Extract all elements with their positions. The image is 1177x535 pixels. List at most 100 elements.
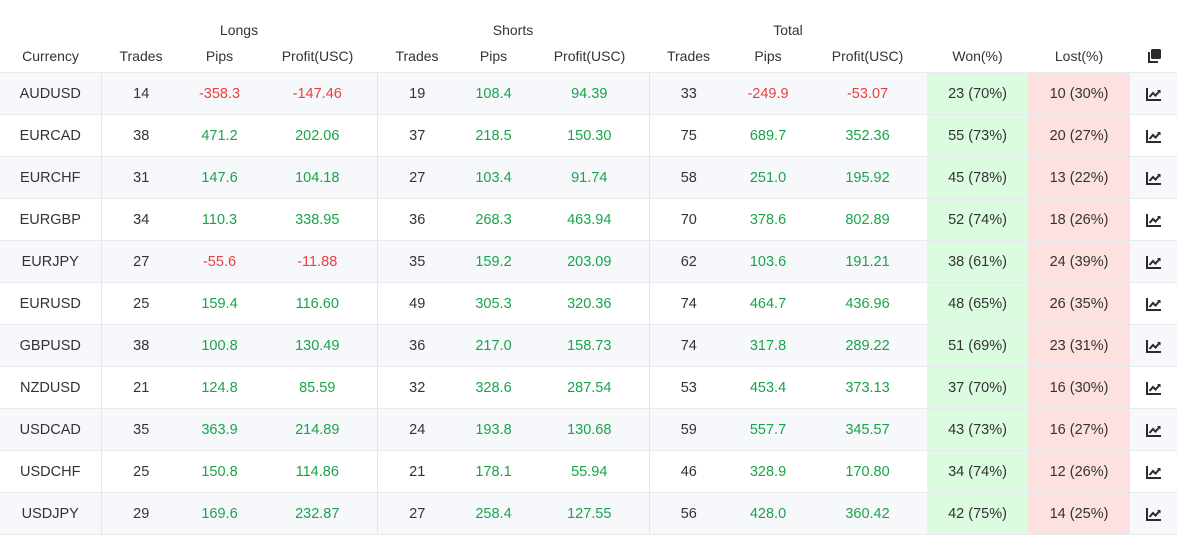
cell-shorts-profit: 203.09 — [530, 240, 650, 283]
cell-shorts-trades: 49 — [376, 282, 457, 325]
cell-total-pips: 453.4 — [728, 366, 809, 409]
table-row: NZDUSD 21 124.8 85.59 32 328.6 287.54 53 453.4 37… — [0, 366, 1177, 409]
chart-line-icon[interactable] — [1130, 198, 1177, 241]
cell-longs-pips: 110.3 — [181, 198, 258, 241]
cell-total-trades: 46 — [648, 450, 729, 493]
cell-lost: 23 (31%) — [1028, 324, 1131, 367]
cell-shorts-pips: 268.3 — [457, 198, 530, 241]
cell-currency: EURJPY — [0, 240, 101, 283]
cell-total-profit: 289.22 — [808, 324, 928, 367]
cell-longs-pips: 363.9 — [181, 408, 258, 451]
table-row: GBPUSD 38 100.8 130.49 36 217.0 158.73 74 317.8 2… — [0, 324, 1177, 367]
cell-longs-pips: 159.4 — [181, 282, 258, 325]
cell-shorts-trades: 37 — [376, 114, 457, 157]
cell-total-trades: 53 — [648, 366, 729, 409]
cell-shorts-trades: 19 — [376, 72, 457, 115]
cell-longs-trades: 25 — [100, 282, 181, 325]
col-longs-trades[interactable]: Trades — [119, 48, 163, 64]
copy-icon[interactable] — [1130, 40, 1177, 73]
cell-shorts-trades: 32 — [376, 366, 457, 409]
chart-line-icon[interactable] — [1130, 324, 1177, 367]
cell-total-pips: -249.9 — [728, 72, 809, 115]
column-header-row: Currency Trades Pips Profit(USC) Trades … — [0, 40, 1177, 73]
chart-line-icon[interactable] — [1130, 366, 1177, 409]
cell-won: 45 (78%) — [927, 156, 1029, 199]
col-total-pips[interactable]: Pips — [754, 48, 782, 64]
chart-line-icon[interactable] — [1130, 156, 1177, 199]
cell-shorts-pips: 159.2 — [457, 240, 530, 283]
cell-won: 37 (70%) — [927, 366, 1029, 409]
cell-won: 48 (65%) — [927, 282, 1029, 325]
cell-won: 43 (73%) — [927, 408, 1029, 451]
group-longs: Longs — [219, 22, 259, 38]
cell-lost: 16 (30%) — [1028, 366, 1131, 409]
cell-longs-profit: 130.49 — [258, 324, 377, 367]
group-shorts: Shorts — [492, 22, 534, 38]
cell-total-profit: 373.13 — [808, 366, 928, 409]
cell-total-profit: 345.57 — [808, 408, 928, 451]
chart-line-icon[interactable] — [1130, 282, 1177, 325]
cell-shorts-profit: 55.94 — [530, 450, 650, 493]
cell-longs-trades: 25 — [100, 450, 181, 493]
cell-currency: USDCHF — [0, 450, 101, 493]
col-longs-profit[interactable]: Profit(USC) — [281, 48, 354, 64]
cell-shorts-trades: 36 — [376, 198, 457, 241]
cell-total-pips: 689.7 — [728, 114, 809, 157]
cell-currency: AUDUSD — [0, 72, 101, 115]
table-row: USDJPY 29 169.6 232.87 27 258.4 127.55 56 428.0 3… — [0, 492, 1177, 535]
col-won[interactable]: Won(%) — [952, 48, 1003, 64]
cell-total-profit: 195.92 — [808, 156, 928, 199]
chart-line-icon[interactable] — [1130, 72, 1177, 115]
col-total-trades[interactable]: Trades — [666, 48, 711, 64]
group-total: Total — [773, 22, 803, 38]
table-row: USDCHF 25 150.8 114.86 21 178.1 55.94 46 328.9 17… — [0, 450, 1177, 493]
table-row: EURUSD 25 159.4 116.60 49 305.3 320.36 74 464.7 4… — [0, 282, 1177, 325]
cell-shorts-pips: 193.8 — [457, 408, 530, 451]
chart-line-icon[interactable] — [1130, 450, 1177, 493]
cell-shorts-profit: 463.94 — [530, 198, 650, 241]
col-lost[interactable]: Lost(%) — [1054, 48, 1104, 64]
chart-line-icon[interactable] — [1130, 114, 1177, 157]
cell-currency: EURCHF — [0, 156, 101, 199]
cell-total-pips: 428.0 — [728, 492, 809, 535]
cell-currency: EURCAD — [0, 114, 101, 157]
chart-line-icon[interactable] — [1130, 240, 1177, 283]
cell-shorts-pips: 103.4 — [457, 156, 530, 199]
col-total-profit[interactable]: Profit(USC) — [831, 48, 904, 64]
cell-currency: EURUSD — [0, 282, 101, 325]
table-row: USDCAD 35 363.9 214.89 24 193.8 130.68 59 557.7 3… — [0, 408, 1177, 451]
col-currency[interactable]: Currency — [22, 48, 79, 64]
col-longs-pips[interactable]: Pips — [205, 48, 234, 64]
cell-total-profit: 191.21 — [808, 240, 928, 283]
col-shorts-profit[interactable]: Profit(USC) — [553, 48, 626, 64]
cell-shorts-pips: 178.1 — [457, 450, 530, 493]
cell-longs-trades: 35 — [100, 408, 181, 451]
cell-total-pips: 103.6 — [728, 240, 809, 283]
cell-currency: USDJPY — [0, 492, 101, 535]
cell-won: 34 (74%) — [927, 450, 1029, 493]
cell-longs-pips: 169.6 — [181, 492, 258, 535]
cell-shorts-pips: 108.4 — [457, 72, 530, 115]
cell-won: 23 (70%) — [927, 72, 1029, 115]
cell-lost: 24 (39%) — [1028, 240, 1131, 283]
cell-shorts-profit: 158.73 — [530, 324, 650, 367]
table-row: EURCHF 31 147.6 104.18 27 103.4 91.74 58 251.0 19… — [0, 156, 1177, 199]
chart-line-icon[interactable] — [1130, 408, 1177, 451]
cell-shorts-pips: 218.5 — [457, 114, 530, 157]
cell-lost: 10 (30%) — [1028, 72, 1131, 115]
col-shorts-trades[interactable]: Trades — [395, 48, 439, 64]
cell-won: 42 (75%) — [927, 492, 1029, 535]
cell-lost: 26 (35%) — [1028, 282, 1131, 325]
cell-longs-profit: 114.86 — [258, 450, 377, 493]
cell-total-profit: 170.80 — [808, 450, 928, 493]
cell-currency: EURGBP — [0, 198, 101, 241]
cell-longs-profit: -147.46 — [258, 72, 377, 115]
cell-lost: 16 (27%) — [1028, 408, 1131, 451]
cell-total-trades: 33 — [648, 72, 729, 115]
cell-total-pips: 251.0 — [728, 156, 809, 199]
cell-won: 51 (69%) — [927, 324, 1029, 367]
col-shorts-pips[interactable]: Pips — [479, 48, 508, 64]
cell-total-pips: 378.6 — [728, 198, 809, 241]
chart-line-icon[interactable] — [1130, 492, 1177, 535]
cell-longs-trades: 14 — [100, 72, 181, 115]
